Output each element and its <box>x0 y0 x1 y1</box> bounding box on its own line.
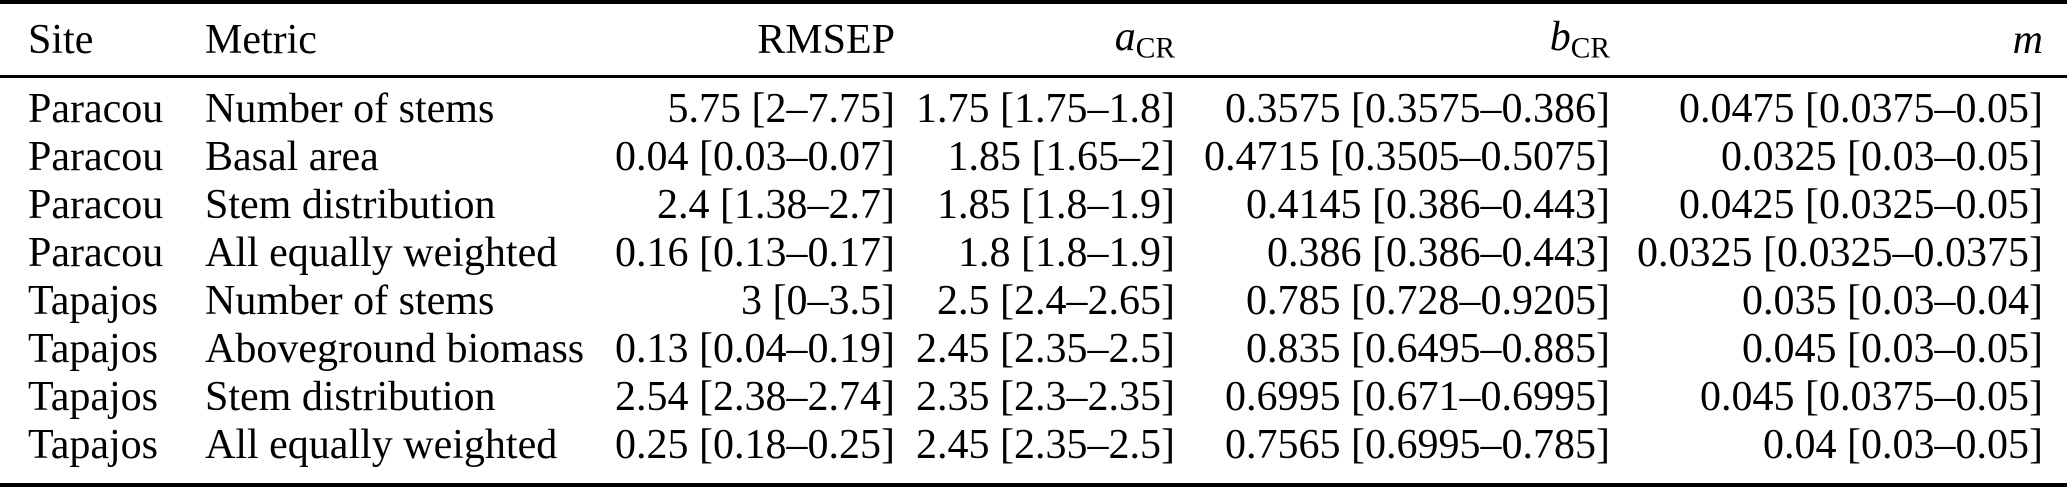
cell-rmsep: 2.4 [1.38–2.7] <box>657 182 895 228</box>
m-symbol: m <box>2012 16 2043 63</box>
cell-a-cr: 2.5 [2.4–2.65] <box>937 278 1175 324</box>
table-row: Tapajos Stem distribution 2.54 [2.38–2.7… <box>0 373 2067 421</box>
cell-rmsep: 3 [0–3.5] <box>741 278 895 324</box>
cell-a-cr: 1.85 [1.8–1.9] <box>937 182 1175 228</box>
cell-rmsep: 2.54 [2.38–2.74] <box>615 374 895 420</box>
cell-site: Paracou <box>28 134 164 180</box>
cell-m: 0.04 [0.03–0.05] <box>1763 422 2043 468</box>
b-cr-subscript: CR <box>1570 32 1610 65</box>
cell-b-cr: 0.4715 [0.3505–0.5075] <box>1204 134 1610 180</box>
cell-rmsep: 0.16 [0.13–0.17] <box>615 230 895 276</box>
cell-a-cr: 1.8 [1.8–1.9] <box>958 230 1175 276</box>
column-header-a-cr: aCR <box>895 2 1175 78</box>
cell-m: 0.045 [0.0375–0.05] <box>1700 374 2043 420</box>
column-header-m: m <box>1610 2 2067 78</box>
cell-b-cr: 0.7565 [0.6995–0.785] <box>1225 422 1610 468</box>
cell-b-cr: 0.835 [0.6495–0.885] <box>1246 326 1610 372</box>
cell-metric: Number of stems <box>205 278 495 324</box>
cell-b-cr: 0.6995 [0.671–0.6995] <box>1225 374 1610 420</box>
cell-metric: All equally weighted <box>205 230 558 276</box>
cell-metric: Aboveground biomass <box>205 326 585 372</box>
cell-a-cr: 1.75 [1.75–1.8] <box>916 86 1175 132</box>
table-body: Paracou Number of stems 5.75 [2–7.75] 1.… <box>0 77 2067 486</box>
cell-b-cr: 0.4145 [0.386–0.443] <box>1246 182 1610 228</box>
table-row: Tapajos Aboveground biomass 0.13 [0.04–0… <box>0 325 2067 373</box>
cell-m: 0.0325 [0.0325–0.0375] <box>1637 230 2043 276</box>
cell-site: Tapajos <box>28 278 159 324</box>
cell-site: Tapajos <box>28 326 159 372</box>
table-row: Paracou All equally weighted 0.16 [0.13–… <box>0 229 2067 277</box>
cell-metric: Stem distribution <box>205 182 496 228</box>
cell-m: 0.0475 [0.0375–0.05] <box>1679 86 2043 132</box>
cell-rmsep: 0.13 [0.04–0.19] <box>615 326 895 372</box>
cell-b-cr: 0.386 [0.386–0.443] <box>1267 230 1610 276</box>
table-header: Site Metric RMSEP aCR bCR m <box>0 2 2067 78</box>
cell-a-cr: 2.45 [2.35–2.5] <box>916 422 1175 468</box>
column-header-b-cr: bCR <box>1175 2 1610 78</box>
cell-b-cr: 0.3575 [0.3575–0.386] <box>1225 86 1610 132</box>
cell-metric: All equally weighted <box>205 422 558 468</box>
b-cr-symbol: b <box>1549 14 1571 61</box>
a-cr-subscript: CR <box>1135 32 1175 65</box>
cell-m: 0.045 [0.03–0.05] <box>1742 326 2043 372</box>
table-row: Paracou Stem distribution 2.4 [1.38–2.7]… <box>0 181 2067 229</box>
cell-a-cr: 2.45 [2.35–2.5] <box>916 326 1175 372</box>
cell-site: Tapajos <box>28 374 159 420</box>
cell-metric: Stem distribution <box>205 374 496 420</box>
table-row: Tapajos All equally weighted 0.25 [0.18–… <box>0 421 2067 485</box>
cell-site: Paracou <box>28 230 164 276</box>
cell-rmsep: 0.25 [0.18–0.25] <box>615 422 895 468</box>
cell-rmsep: 5.75 [2–7.75] <box>667 86 895 132</box>
table-header-row: Site Metric RMSEP aCR bCR m <box>0 2 2067 78</box>
cell-a-cr: 2.35 [2.3–2.35] <box>916 374 1175 420</box>
cell-site: Paracou <box>28 182 164 228</box>
table-row: Paracou Number of stems 5.75 [2–7.75] 1.… <box>0 77 2067 134</box>
cell-m: 0.035 [0.03–0.04] <box>1742 278 2043 324</box>
cell-m: 0.0425 [0.0325–0.05] <box>1679 182 2043 228</box>
cell-a-cr: 1.85 [1.65–2] <box>947 134 1175 180</box>
a-cr-symbol: a <box>1114 14 1136 61</box>
cell-site: Tapajos <box>28 422 159 468</box>
column-header-metric: Metric <box>205 2 585 78</box>
cell-m: 0.0325 [0.03–0.05] <box>1721 134 2043 180</box>
table-row: Tapajos Number of stems 3 [0–3.5] 2.5 [2… <box>0 277 2067 325</box>
cell-rmsep: 0.04 [0.03–0.07] <box>615 134 895 180</box>
column-header-rmsep: RMSEP <box>585 2 895 78</box>
cell-b-cr: 0.785 [0.728–0.9205] <box>1246 278 1610 324</box>
cell-metric: Number of stems <box>205 86 495 132</box>
cell-metric: Basal area <box>205 134 379 180</box>
cell-site: Paracou <box>28 86 164 132</box>
column-header-site: Site <box>0 2 205 78</box>
table-row: Paracou Basal area 0.04 [0.03–0.07] 1.85… <box>0 133 2067 181</box>
